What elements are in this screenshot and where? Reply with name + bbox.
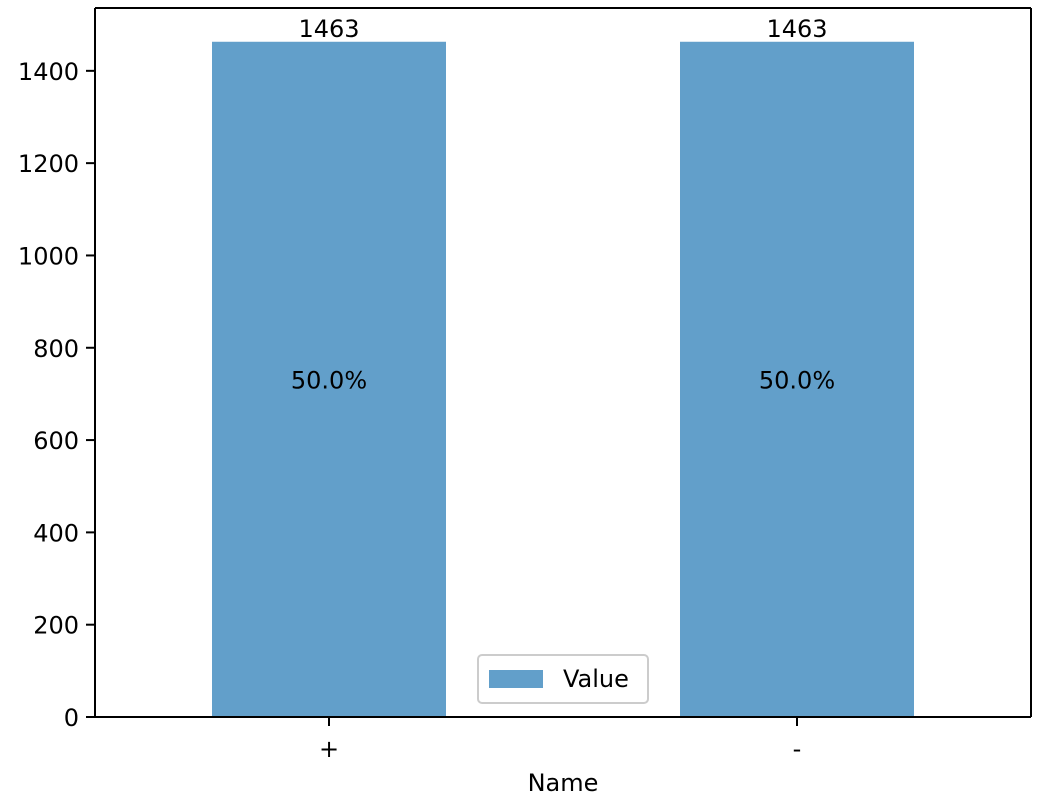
bar-2: [680, 41, 914, 718]
y-tick-label: 1000: [18, 242, 79, 270]
value-labels-layer: 1463 1463: [298, 15, 827, 43]
axes-layer: [94, 7, 1032, 718]
x-tick-label: +: [319, 735, 339, 763]
x-ticks-layer: + -: [319, 717, 801, 763]
bar-value-label: 1463: [298, 15, 359, 43]
bar-1: [212, 41, 446, 718]
legend-swatch: [489, 670, 543, 688]
y-tick-label: 200: [33, 612, 79, 640]
bar-percent-label: 50.0%: [759, 366, 835, 394]
y-tick-label: 400: [33, 519, 79, 547]
x-axis-title: Name: [528, 769, 599, 797]
y-ticks-layer: 0 200 400 600 800 1000 1200 1400: [18, 58, 95, 732]
legend: Value: [477, 654, 649, 704]
y-tick-label: 0: [64, 704, 79, 732]
y-tick-label: 800: [33, 335, 79, 363]
legend-box: [477, 654, 649, 704]
x-tick-label: -: [793, 735, 802, 763]
bar-percent-label: 50.0%: [291, 366, 367, 394]
legend-label: Value: [563, 665, 629, 693]
y-tick-label: 1400: [18, 58, 79, 86]
y-tick-label: 600: [33, 427, 79, 455]
y-tick-label: 1200: [18, 150, 79, 178]
percent-labels-layer: 50.0% 50.0%: [291, 366, 835, 394]
bar-value-label: 1463: [766, 15, 827, 43]
bars-layer: [212, 41, 914, 718]
